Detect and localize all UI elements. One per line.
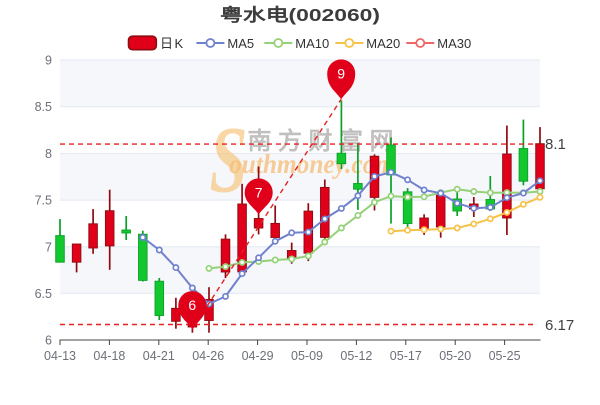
svg-text:MA30: MA30	[437, 36, 471, 51]
svg-text:04-29: 04-29	[242, 349, 274, 363]
svg-text:7: 7	[255, 184, 263, 200]
svg-text:南方财富网: 南方财富网	[248, 127, 401, 155]
svg-text:8.5: 8.5	[35, 100, 52, 114]
svg-text:05-12: 05-12	[340, 349, 372, 363]
svg-text:05-20: 05-20	[439, 349, 471, 363]
svg-text:MA10: MA10	[295, 36, 329, 51]
svg-text:05-17: 05-17	[390, 349, 422, 363]
svg-text:6: 6	[45, 334, 52, 348]
svg-text:日K: 日K	[160, 36, 185, 51]
svg-text:8.1: 8.1	[545, 136, 566, 153]
svg-text:粤水电(002060): 粤水电(002060)	[220, 5, 380, 25]
svg-text:7.5: 7.5	[35, 194, 52, 208]
svg-text:04-13: 04-13	[44, 349, 76, 363]
svg-text:04-26: 04-26	[192, 349, 224, 363]
svg-text:S: S	[210, 107, 248, 213]
svg-text:9: 9	[337, 65, 345, 81]
svg-text:05-25: 05-25	[489, 349, 521, 363]
svg-text:04-21: 04-21	[143, 349, 175, 363]
svg-text:05-09: 05-09	[291, 349, 323, 363]
svg-text:04-18: 04-18	[93, 349, 125, 363]
svg-text:MA20: MA20	[366, 36, 400, 51]
svg-text:MA5: MA5	[227, 36, 254, 51]
svg-text:outhmoney.com: outhmoney.com	[229, 149, 395, 179]
svg-text:9: 9	[45, 54, 52, 68]
svg-text:7: 7	[45, 240, 52, 254]
svg-text:6.17: 6.17	[545, 317, 574, 334]
svg-text:6: 6	[188, 297, 196, 313]
svg-text:6.5: 6.5	[35, 287, 52, 301]
svg-text:8: 8	[45, 147, 52, 161]
